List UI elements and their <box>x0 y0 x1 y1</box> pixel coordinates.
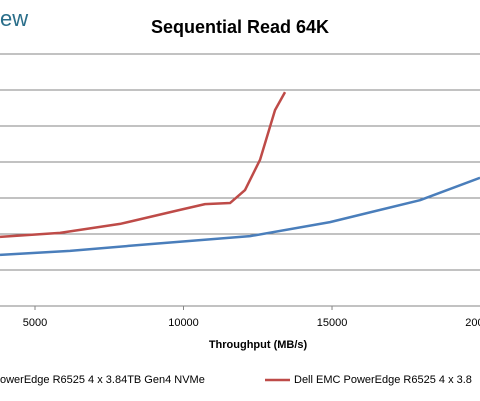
chart-title: Sequential Read 64K <box>151 17 329 37</box>
x-tick-label: 20000 <box>465 317 480 329</box>
x-axis-title: Throughput (MB/s) <box>209 339 308 351</box>
x-tick-label: 10000 <box>168 317 199 329</box>
legend-label: owerEdge R6525 4 x 3.84TB Gen4 NVMe <box>0 374 205 386</box>
x-tick-label: 5000 <box>23 317 47 329</box>
series-line <box>0 176 480 257</box>
logo: ew <box>0 6 28 31</box>
series-line <box>0 91 287 239</box>
legend-label: Dell EMC PowerEdge R6525 4 x 3.8 <box>294 374 472 386</box>
x-tick-label: 15000 <box>317 317 348 329</box>
